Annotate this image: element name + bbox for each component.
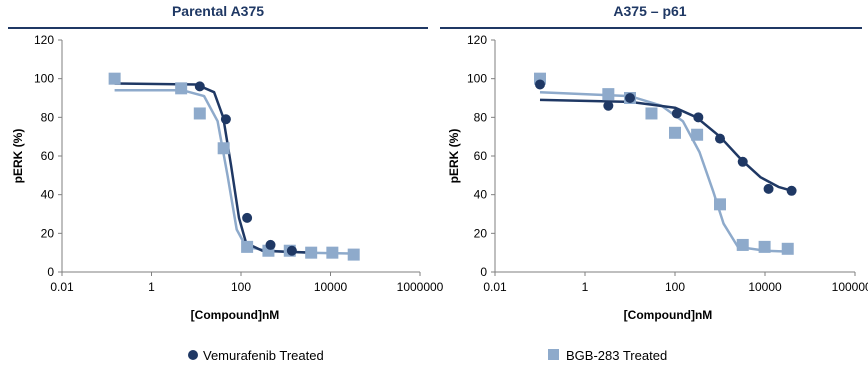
data-point-bgb283 <box>347 248 360 261</box>
y-tick-label: 100 <box>34 72 54 86</box>
data-point-bgb283 <box>326 246 339 259</box>
panel-2-title: A375 – p61 <box>613 3 686 19</box>
data-point-vemurafenib <box>265 239 276 250</box>
data-point-vemurafenib <box>763 183 774 194</box>
data-point-vemurafenib <box>625 93 635 103</box>
data-point-bgb283 <box>691 128 704 141</box>
data-point-vemurafenib <box>220 114 231 125</box>
panel-1-plot: pERK (%) [Compound]nM 0 20 40 60 80 100 120 0.0… <box>11 33 444 322</box>
y-tick-label: 0 <box>47 265 54 279</box>
x-tick-label: 1 <box>148 280 155 294</box>
fit-curve-bgb283 <box>114 89 358 255</box>
y-tick-label: 120 <box>34 33 54 47</box>
data-point-bgb283 <box>217 142 230 155</box>
legend-item-bgb283: BGB-283 Treated <box>548 348 667 363</box>
y-tick-label: 60 <box>41 149 55 163</box>
x-tick-label: 1000000 <box>832 280 868 294</box>
legend: Vemurafenib Treated BGB-283 Treated <box>188 348 667 363</box>
data-point-vemurafenib <box>603 100 614 111</box>
data-point-vemurafenib <box>671 108 682 119</box>
panel-2-xlabel: [Compound]nM <box>624 308 713 322</box>
y-tick-label: 40 <box>41 188 55 202</box>
y-tick-label: 20 <box>474 226 488 240</box>
y-tick-label: 80 <box>474 110 488 124</box>
panel-1-title: Parental A375 <box>172 3 264 19</box>
panel-2-plot: pERK (%) [Compound]nM 0 20 40 60 80 100 120 0.0… <box>447 33 868 322</box>
panel-1-ylabel: pERK (%) <box>11 129 25 184</box>
data-point-bgb283 <box>108 72 121 85</box>
data-point-bgb283 <box>305 246 318 259</box>
fit-curve-vemurafenib <box>114 82 318 254</box>
data-point-vemurafenib <box>693 112 704 123</box>
data-point-vemurafenib <box>286 245 297 256</box>
y-tick-label: 60 <box>474 149 488 163</box>
x-tick-label: 1000000 <box>397 280 444 294</box>
data-point-vemurafenib <box>535 79 545 90</box>
y-tick-label: 0 <box>480 265 487 279</box>
data-point-vemurafenib <box>242 212 253 223</box>
legend-square-marker <box>548 349 559 360</box>
legend-circle-marker <box>188 350 198 360</box>
fit-curve-bgb283 <box>539 90 793 253</box>
data-point-vemurafenib <box>194 81 205 92</box>
panel-1-xlabel: [Compound]nM <box>191 308 280 322</box>
data-point-vemurafenib <box>715 133 725 144</box>
legend-item-vemurafenib: Vemurafenib Treated <box>188 348 324 363</box>
legend-label-vemurafenib: Vemurafenib Treated <box>203 348 324 363</box>
y-tick-label: 100 <box>467 72 487 86</box>
x-tick-label: 10000 <box>314 280 348 294</box>
x-tick-label: 0.01 <box>483 280 507 294</box>
y-tick-label: 40 <box>474 188 488 202</box>
x-tick-label: 1 <box>582 280 589 294</box>
legend-label-bgb283: BGB-283 Treated <box>566 348 667 363</box>
data-point-vemurafenib <box>737 156 748 167</box>
data-point-bgb283 <box>645 107 658 120</box>
x-tick-label: 10000 <box>748 280 782 294</box>
data-point-vemurafenib <box>786 185 797 196</box>
y-tick-label: 20 <box>41 226 55 240</box>
data-point-bgb283 <box>241 240 254 253</box>
panel-2-header: A375 – p61 <box>440 3 862 29</box>
y-tick-label: 80 <box>41 110 55 124</box>
data-point-bgb283 <box>669 126 681 139</box>
data-point-bgb283 <box>193 107 206 120</box>
y-tick-label: 120 <box>467 33 487 47</box>
panel-1-header: Parental A375 <box>8 3 428 29</box>
data-point-bgb283 <box>602 88 615 101</box>
data-point-bgb283 <box>175 82 188 95</box>
x-tick-label: 0.01 <box>50 280 74 294</box>
data-point-bgb283 <box>714 198 726 211</box>
data-point-bgb283 <box>736 238 749 251</box>
x-tick-label: 100 <box>231 280 251 294</box>
data-point-bgb283 <box>758 240 771 253</box>
x-tick-label: 100 <box>665 280 685 294</box>
data-point-bgb283 <box>781 242 794 255</box>
panel-2-ylabel: pERK (%) <box>447 129 461 184</box>
fit-curve-vemurafenib <box>539 98 793 193</box>
